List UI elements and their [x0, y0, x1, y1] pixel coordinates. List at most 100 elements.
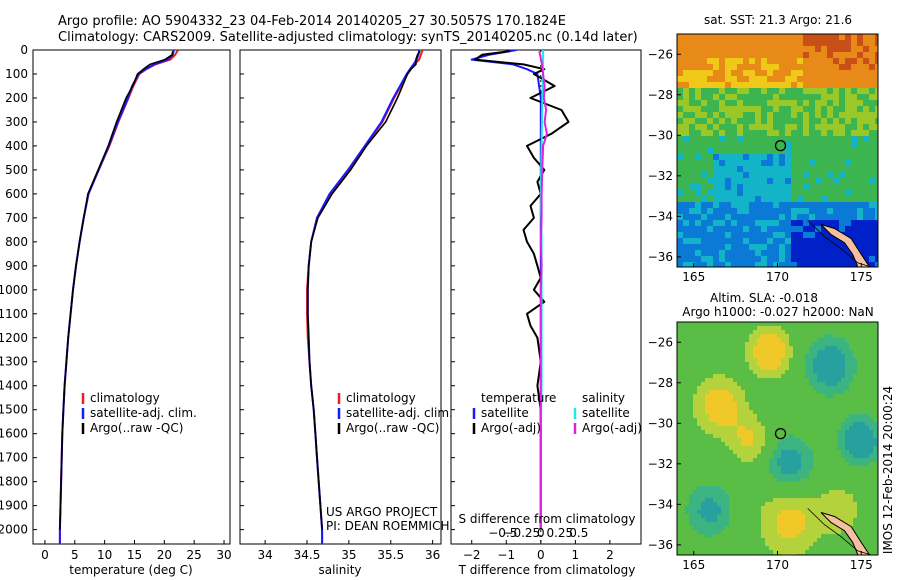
map-sla-cell	[797, 378, 802, 383]
map-sla-cell	[801, 458, 806, 463]
map-sla-cell	[801, 402, 806, 407]
map-sla-field	[677, 322, 878, 555]
map-sla-cell	[829, 510, 834, 515]
map-sla-cell	[749, 390, 754, 395]
map-sst-cell	[707, 82, 714, 89]
map-sst-cell	[767, 76, 774, 83]
map-sla-cell	[757, 466, 762, 471]
map-sst-cell	[719, 172, 726, 179]
map-sst-cell	[749, 52, 756, 59]
map-sst-cell	[743, 232, 750, 239]
map-sla-cell	[865, 394, 870, 399]
map-sla-cell	[753, 378, 758, 383]
map-sla-cell	[829, 346, 834, 351]
map-sst-cell	[695, 94, 702, 101]
map-sst-cell	[767, 160, 774, 167]
map-sla-cell	[689, 330, 694, 335]
map-sla-cell	[729, 438, 734, 443]
map-sst-ytick-label: −26	[648, 47, 673, 61]
map-sla-cell	[773, 406, 778, 411]
map-sst-cell	[767, 226, 774, 233]
map-sla-cell	[749, 542, 754, 547]
map-sla-cell	[865, 470, 870, 475]
map-sla-cell	[721, 370, 726, 375]
map-sst-cell	[737, 214, 744, 221]
map-sla-cell	[845, 410, 850, 415]
map-sla-cell	[837, 358, 842, 363]
map-sst-cell	[773, 136, 780, 143]
map-sla-cell	[869, 546, 874, 551]
map-sla-cell	[721, 434, 726, 439]
map-sst-cell	[875, 94, 878, 101]
map-sla-cell	[781, 398, 786, 403]
map-sla-cell	[857, 326, 862, 331]
map-sla-cell	[753, 494, 758, 499]
map-sla-cell	[745, 426, 750, 431]
map-sla-cell	[765, 430, 770, 435]
map-sst-cell	[803, 190, 810, 197]
map-sst-cell	[779, 190, 786, 197]
map-sla-cell	[829, 334, 834, 339]
map-sst-cell	[689, 130, 696, 137]
map-sst-cell	[875, 172, 878, 179]
map-sla-cell	[861, 346, 866, 351]
map-sla-cell	[857, 402, 862, 407]
map-sla-cell	[781, 530, 786, 535]
map-sla-cell	[869, 490, 874, 495]
map-sla-cell	[873, 354, 878, 359]
map-sla-cell	[729, 418, 734, 423]
map-sla-cell	[805, 426, 810, 431]
map-sst-cell	[797, 196, 804, 203]
map-sla-cell	[853, 518, 858, 523]
map-sst-cell	[683, 148, 690, 155]
map-sla-cell	[857, 486, 862, 491]
map-sst-cell	[857, 46, 864, 53]
map-sla-cell	[753, 438, 758, 443]
map-sla-cell	[689, 462, 694, 467]
map-sla-cell	[821, 506, 826, 511]
map-sla-cell	[809, 498, 814, 503]
map-sla-cell	[813, 362, 818, 367]
map-sst-cell	[683, 172, 690, 179]
map-sla-cell	[869, 362, 874, 367]
map-sst-cell	[779, 76, 786, 83]
map-sst-cell	[827, 208, 834, 215]
map-sst-cell	[875, 100, 878, 107]
map-sst-cell	[839, 220, 846, 227]
map-sla-cell	[837, 490, 842, 495]
map-sla-cell	[837, 530, 842, 535]
map-sst-cell	[713, 154, 720, 161]
map-sla-cell	[849, 458, 854, 463]
map-sla-cell	[737, 350, 742, 355]
map-sla-cell	[761, 358, 766, 363]
map-sla-cell	[749, 446, 754, 451]
map-sst-cell	[833, 220, 840, 227]
map-sla-cell	[725, 350, 730, 355]
map-sla-cell	[797, 514, 802, 519]
map-sla-cell	[741, 326, 746, 331]
map-sla-cell	[729, 546, 734, 551]
map-sst-cell	[863, 220, 870, 227]
map-sla-cell	[797, 518, 802, 523]
difference-s-tick-label: −0.5	[488, 526, 517, 540]
map-sla-cell	[761, 426, 766, 431]
map-sla-cell	[829, 478, 834, 483]
map-sla-cell	[697, 414, 702, 419]
map-sla-cell	[701, 474, 706, 479]
map-sla-cell	[753, 462, 758, 467]
map-sla-cell	[781, 506, 786, 511]
map-sla-cell	[737, 406, 742, 411]
map-sla-cell	[725, 406, 730, 411]
map-sla-cell	[837, 378, 842, 383]
map-sla-cell	[797, 458, 802, 463]
map-sla-cell	[701, 478, 706, 483]
map-sst-cell	[791, 154, 798, 161]
map-sst-cell	[821, 58, 828, 65]
map-sst-cell	[695, 238, 702, 245]
map-sla-cell	[697, 550, 702, 555]
map-sst-cell	[839, 184, 846, 191]
map-sla-cell	[829, 550, 834, 555]
map-sla-cell	[729, 426, 734, 431]
map-sst-cell	[863, 154, 870, 161]
map-sla-cell	[717, 374, 722, 379]
